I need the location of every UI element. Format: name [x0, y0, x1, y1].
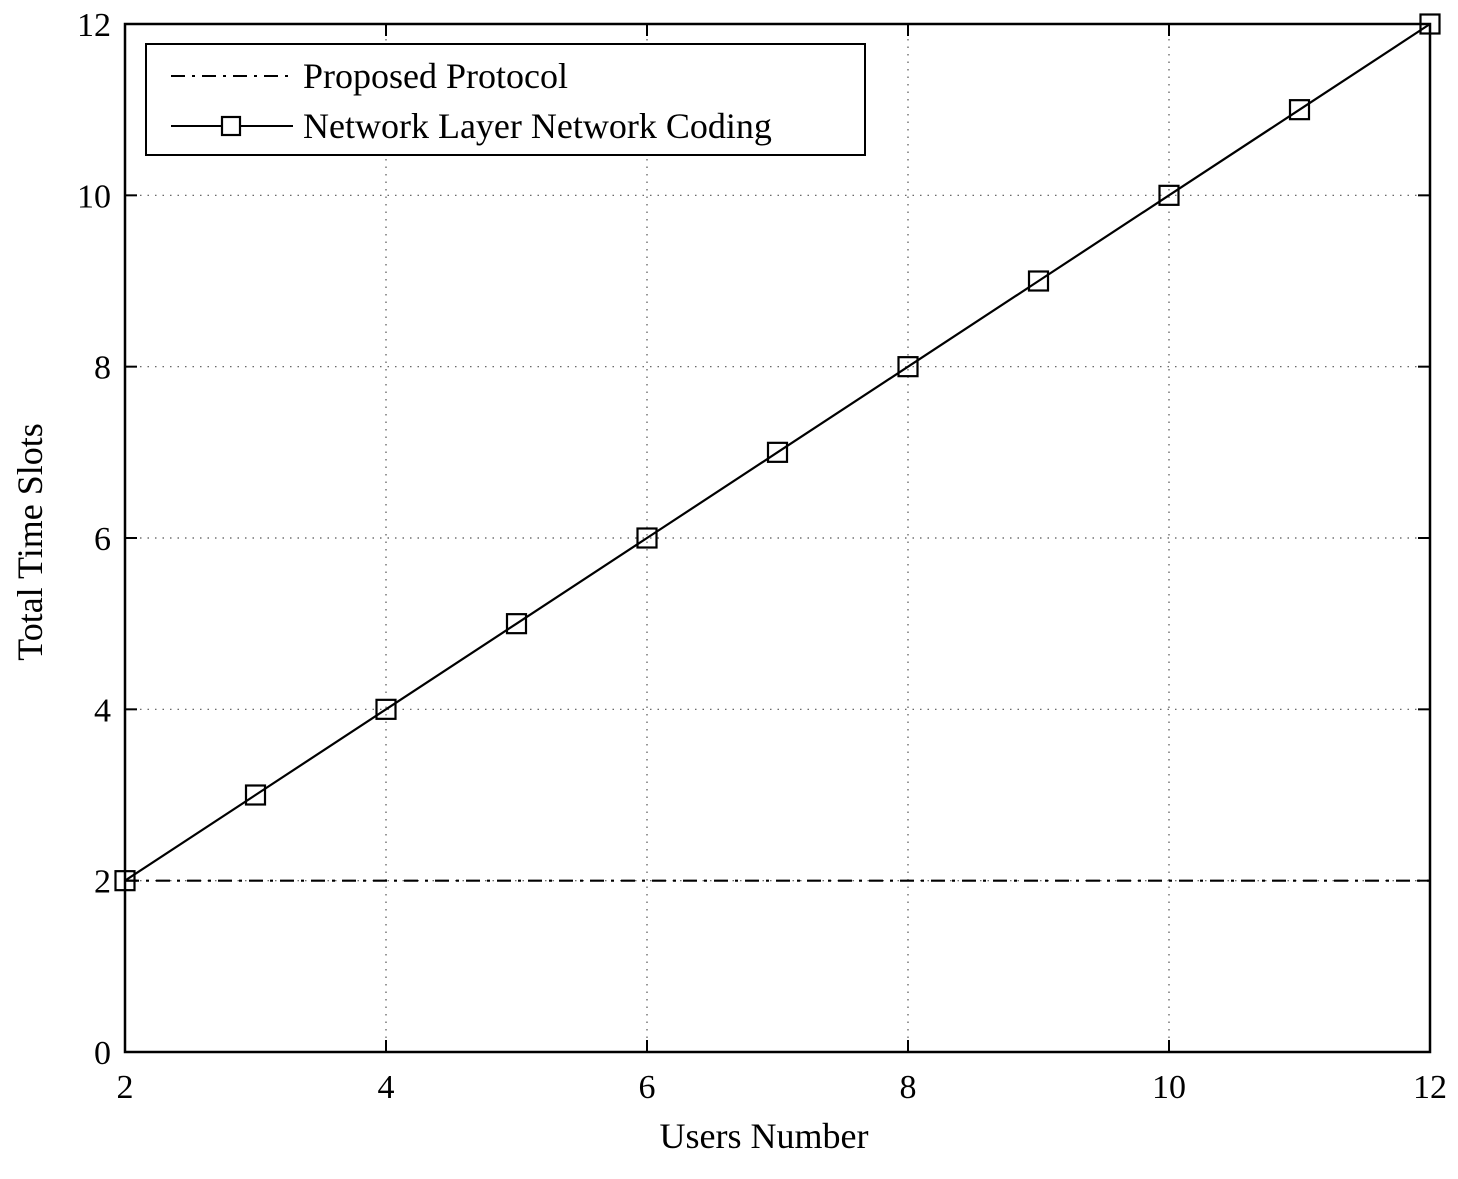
y-tick-label: 6: [94, 521, 111, 558]
data-point-network-layer-network-coding: [636, 527, 658, 549]
legend-label-network-coding: Network Layer Network Coding: [303, 106, 772, 146]
data-point-network-layer-network-coding: [897, 356, 919, 378]
x-axis-label: Users Number: [660, 1116, 869, 1156]
x-tick-label: 8: [900, 1069, 917, 1106]
y-tick-label: 0: [94, 1035, 111, 1072]
y-tick-label: 12: [77, 7, 111, 44]
data-point-network-layer-network-coding: [244, 784, 267, 806]
legend-box: [145, 43, 866, 156]
x-tick-label: 6: [639, 1069, 656, 1106]
y-tick-label: 4: [94, 692, 111, 729]
y-tick-label: 10: [77, 178, 111, 215]
series-line-network-layer-network-coding: [124, 23, 1431, 882]
y-tick-label: 8: [94, 350, 111, 387]
legend: Proposed Protocol Network Layer Network …: [145, 43, 866, 156]
data-point-network-layer-network-coding: [766, 441, 789, 463]
y-axis-label: Total Time Slots: [10, 423, 50, 661]
x-tick-label: 4: [378, 1069, 395, 1106]
legend-marker-square: [220, 115, 242, 137]
data-point-network-layer-network-coding: [375, 698, 397, 720]
data-point-network-layer-network-coding: [505, 613, 528, 635]
data-point-network-layer-network-coding: [1027, 270, 1050, 292]
y-tick-label: 2: [94, 864, 111, 901]
legend-label-proposed-protocol: Proposed Protocol: [303, 56, 568, 96]
x-tick-label: 10: [1152, 1069, 1186, 1106]
data-point-network-layer-network-coding: [1158, 184, 1180, 206]
data-point-network-layer-network-coding: [1288, 99, 1311, 121]
x-tick-label: 12: [1413, 1069, 1447, 1106]
x-tick-label: 2: [117, 1069, 134, 1106]
